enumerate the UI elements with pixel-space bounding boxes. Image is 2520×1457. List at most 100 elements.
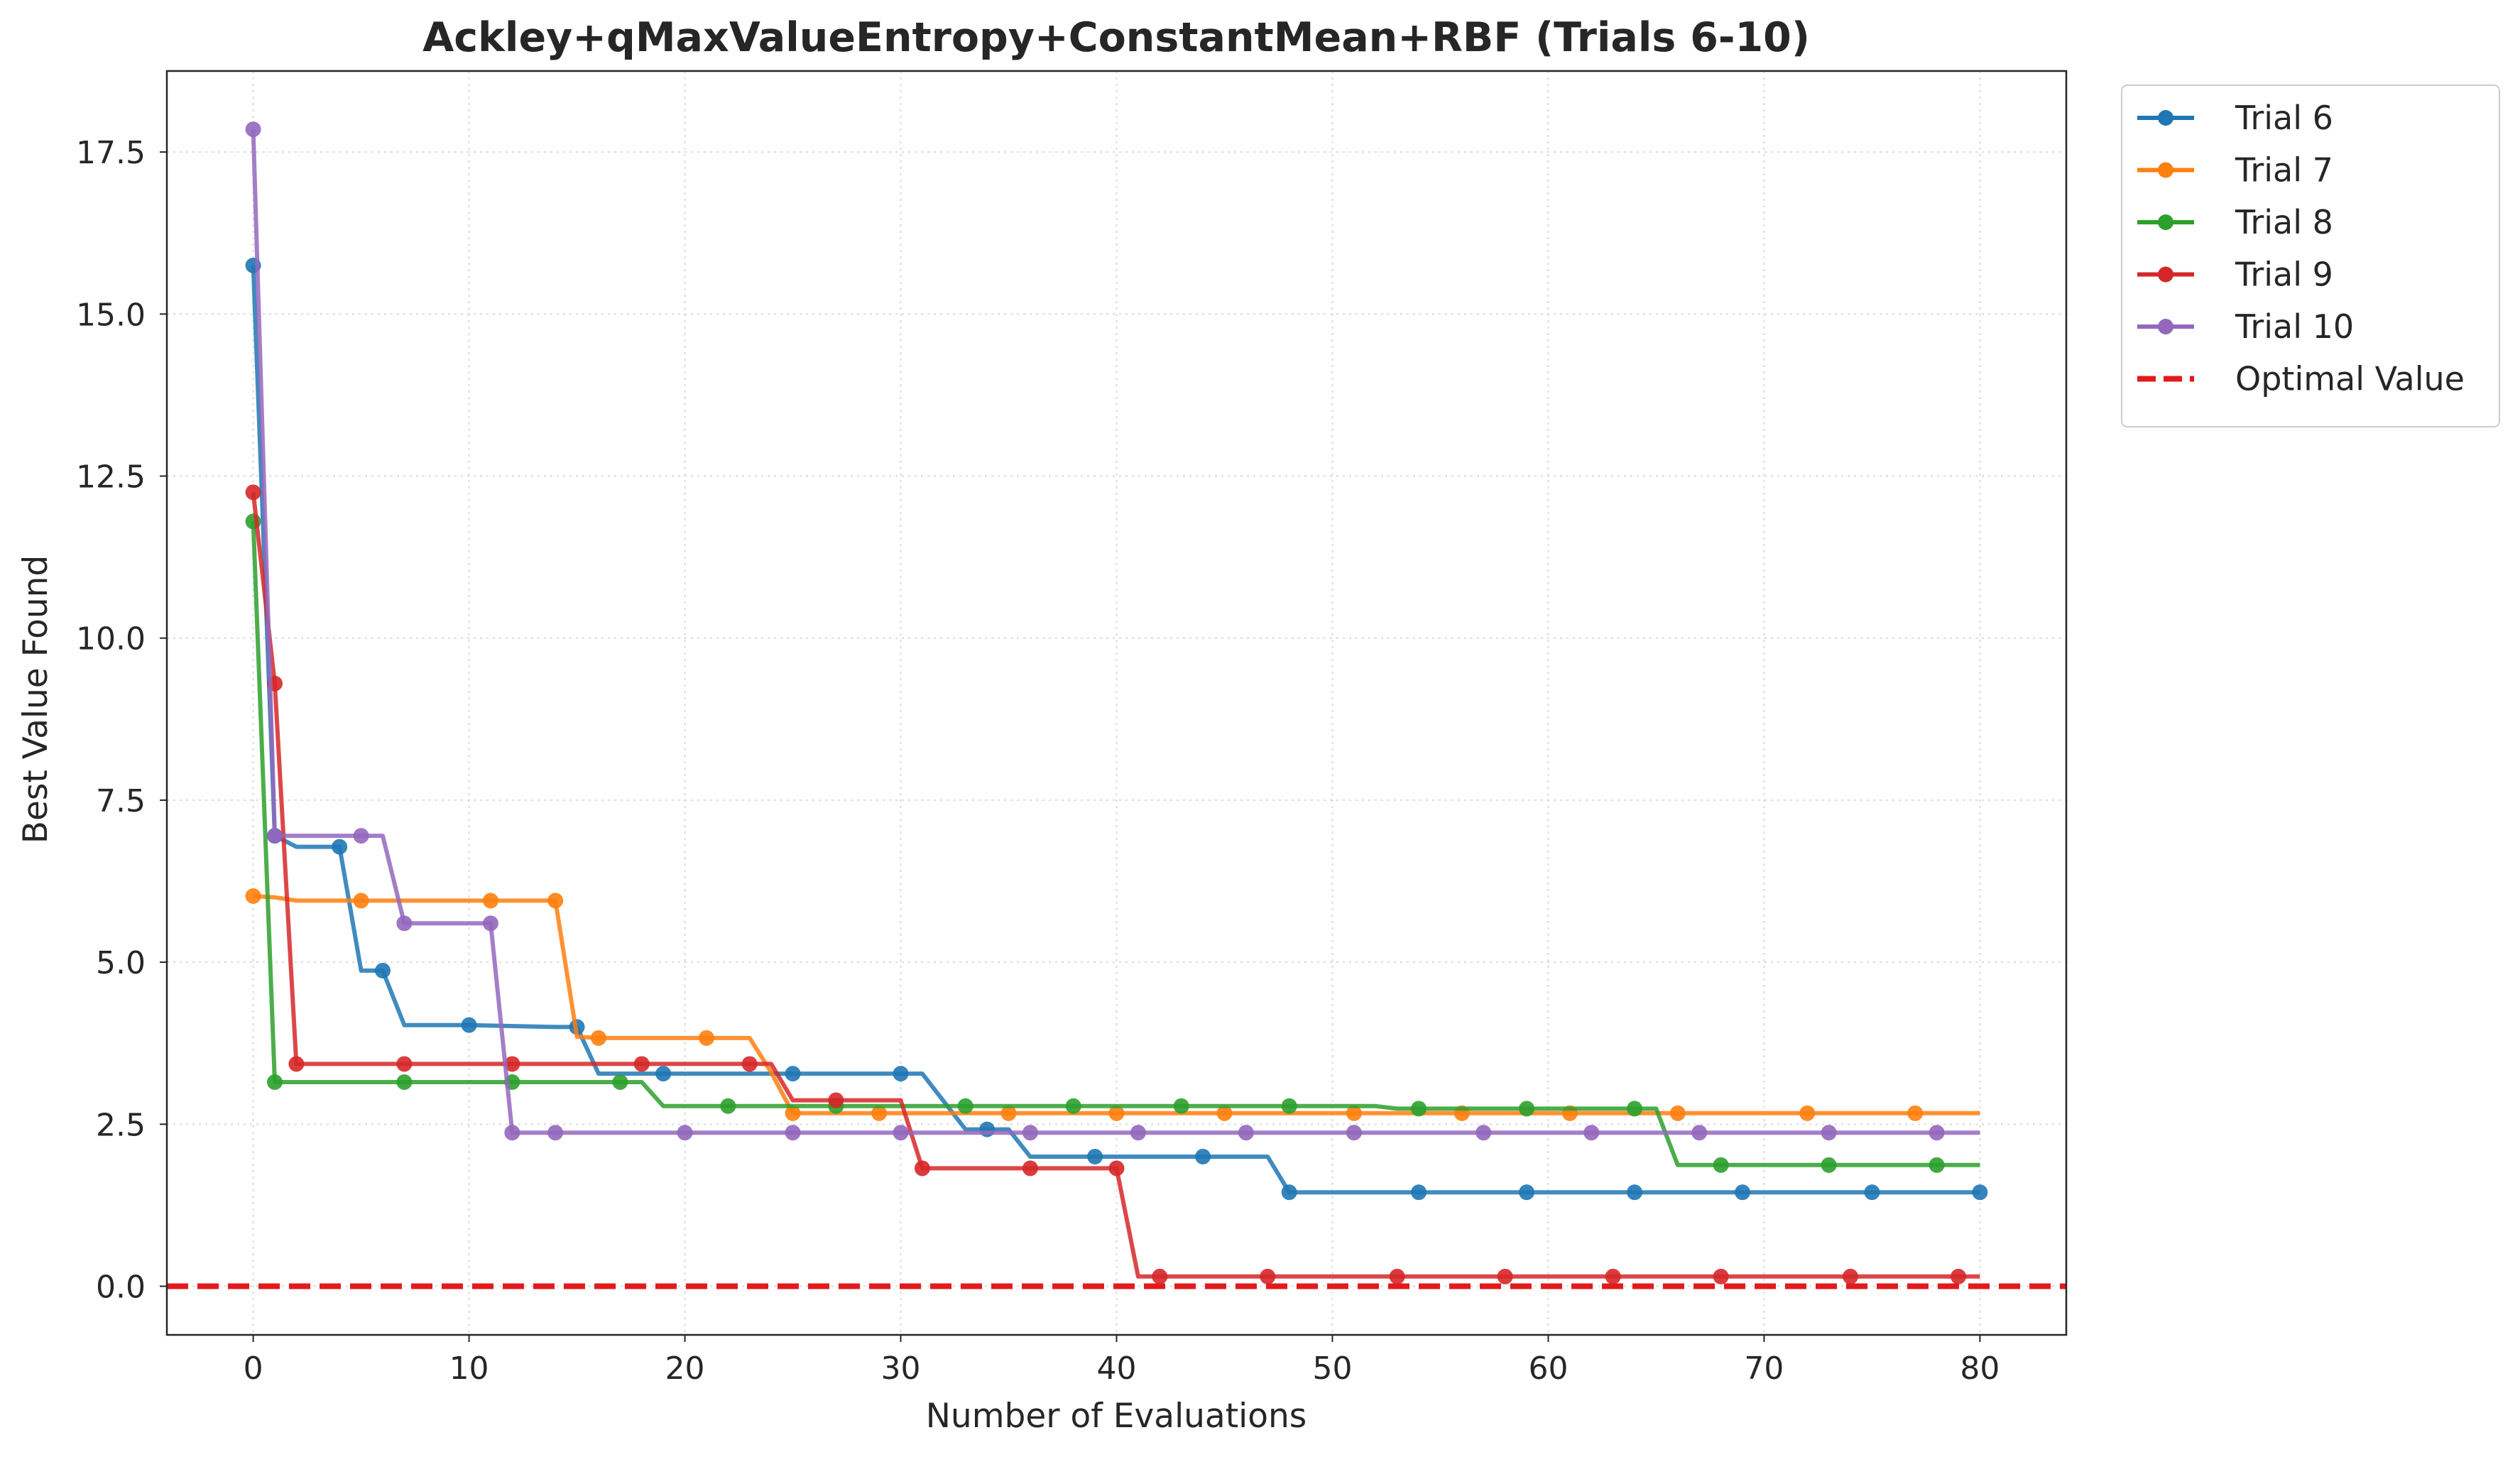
- data-point-trial-7: [547, 893, 564, 909]
- data-point-trial-9: [1389, 1268, 1405, 1284]
- data-point-trial-9: [288, 1056, 305, 1072]
- data-point-trial-8: [1627, 1101, 1643, 1117]
- data-point-trial-9: [396, 1056, 413, 1072]
- y-tick-label: 10.0: [76, 621, 146, 657]
- legend-label: Trial 8: [2235, 203, 2333, 241]
- x-tick-label: 70: [1744, 1350, 1784, 1387]
- data-point-trial-6: [374, 962, 391, 978]
- data-point-trial-6: [1864, 1184, 1880, 1201]
- data-point-trial-6: [1735, 1184, 1751, 1201]
- data-point-trial-10: [504, 1125, 520, 1141]
- x-tick-label: 30: [881, 1350, 921, 1387]
- data-point-trial-9: [633, 1056, 650, 1072]
- legend-label: Trial 6: [2235, 99, 2333, 137]
- data-point-trial-6: [785, 1066, 801, 1082]
- data-point-trial-7: [482, 893, 498, 909]
- x-tick-label: 60: [1528, 1350, 1568, 1387]
- data-point-trial-10: [245, 121, 261, 138]
- x-tick-label: 20: [665, 1350, 705, 1387]
- x-tick-label: 40: [1097, 1350, 1137, 1387]
- data-point-trial-6: [332, 839, 348, 855]
- data-point-trial-8: [1411, 1101, 1427, 1117]
- data-point-trial-9: [1260, 1268, 1276, 1284]
- data-point-trial-10: [1238, 1125, 1254, 1141]
- legend-label: Trial 10: [2235, 307, 2354, 346]
- data-point-trial-9: [1022, 1160, 1038, 1177]
- x-axis-label: Number of Evaluations: [926, 1397, 1307, 1436]
- x-tick-label: 50: [1312, 1350, 1352, 1387]
- data-point-trial-10: [893, 1125, 909, 1141]
- data-point-trial-10: [1130, 1125, 1146, 1141]
- data-point-trial-8: [1821, 1157, 1837, 1173]
- data-point-trial-10: [1022, 1125, 1038, 1141]
- data-point-trial-9: [1152, 1268, 1168, 1284]
- data-point-trial-6: [1087, 1148, 1103, 1164]
- y-tick-label: 0.0: [96, 1270, 146, 1306]
- legend-marker: [2158, 214, 2173, 230]
- data-point-trial-8: [266, 1074, 283, 1090]
- legend-marker: [2158, 162, 2173, 178]
- data-point-trial-10: [396, 915, 413, 932]
- data-point-trial-8: [396, 1074, 413, 1090]
- series-line-trial-9: [251, 491, 1980, 1279]
- series-line-trial-8: [251, 521, 1980, 1167]
- data-point-trial-7: [1907, 1105, 1924, 1121]
- data-point-trial-8: [1929, 1157, 1945, 1173]
- data-point-trial-7: [698, 1030, 714, 1046]
- legend: Trial 6 Trial 7 Trial 8 Trial 9 Trial 10 Opti…: [2121, 84, 2500, 427]
- data-point-trial-9: [828, 1092, 844, 1108]
- legend-marker: [2158, 319, 2173, 334]
- data-point-trial-9: [1713, 1268, 1729, 1284]
- data-point-trial-8: [612, 1074, 628, 1090]
- legend-label: Trial 7: [2235, 151, 2333, 190]
- y-tick-label: 2.5: [96, 1107, 146, 1143]
- data-point-trial-6: [461, 1017, 477, 1033]
- data-point-trial-6: [979, 1121, 996, 1137]
- data-point-trial-10: [1821, 1125, 1837, 1141]
- data-point-trial-9: [1108, 1160, 1125, 1177]
- y-tick-label: 7.5: [96, 783, 146, 819]
- data-point-trial-8: [1519, 1101, 1535, 1117]
- data-point-trial-6: [1281, 1184, 1297, 1201]
- data-point-trial-7: [785, 1105, 801, 1121]
- data-point-trial-7: [1000, 1105, 1017, 1121]
- data-point-trial-6: [1195, 1148, 1211, 1164]
- data-point-trial-6: [1627, 1184, 1643, 1201]
- y-tick-label: 12.5: [76, 459, 146, 496]
- data-point-trial-7: [353, 893, 369, 909]
- legend-box: [2121, 84, 2500, 427]
- data-point-trial-7: [871, 1105, 888, 1121]
- data-point-trial-8: [720, 1098, 736, 1114]
- data-point-trial-8: [1713, 1157, 1729, 1173]
- data-point-trial-7: [245, 888, 261, 905]
- legend-label: Trial 9: [2235, 256, 2333, 294]
- data-point-trial-10: [677, 1125, 693, 1141]
- data-point-trial-10: [353, 828, 369, 844]
- data-point-trial-9: [1951, 1268, 1967, 1284]
- data-point-trial-10: [785, 1125, 801, 1141]
- legend-marker: [2158, 266, 2173, 283]
- data-point-trial-10: [1476, 1125, 1492, 1141]
- x-tick-label: 10: [449, 1350, 489, 1387]
- legend-label: Optimal Value: [2235, 360, 2465, 398]
- data-point-trial-10: [266, 828, 283, 844]
- data-point-trial-7: [1799, 1105, 1816, 1121]
- data-point-trial-9: [1605, 1268, 1621, 1284]
- data-point-trial-10: [1583, 1125, 1600, 1141]
- data-point-trial-6: [655, 1066, 672, 1082]
- ticks: 0 10 20 30 40 50 60 70 80 0.0 2.5 5.0 7.5 10.0 12.5 15.…: [76, 135, 2000, 1387]
- data-point-trial-8: [1173, 1098, 1189, 1114]
- data-point-trial-8: [1281, 1098, 1297, 1114]
- data-point-trial-9: [1497, 1268, 1513, 1284]
- data-point-trial-10: [547, 1125, 564, 1141]
- chart-title: Ackley+qMaxValueEntropy+ConstantMean+RBF…: [422, 14, 1810, 61]
- data-point-trial-8: [957, 1098, 973, 1114]
- data-point-trial-10: [1346, 1125, 1362, 1141]
- data-point-trial-10: [482, 915, 498, 932]
- data-point-trial-7: [1346, 1105, 1362, 1121]
- y-tick-label: 5.0: [96, 945, 146, 981]
- x-tick-label: 0: [244, 1350, 263, 1387]
- x-tick-label: 80: [1960, 1350, 2000, 1387]
- data-point-trial-6: [893, 1066, 909, 1082]
